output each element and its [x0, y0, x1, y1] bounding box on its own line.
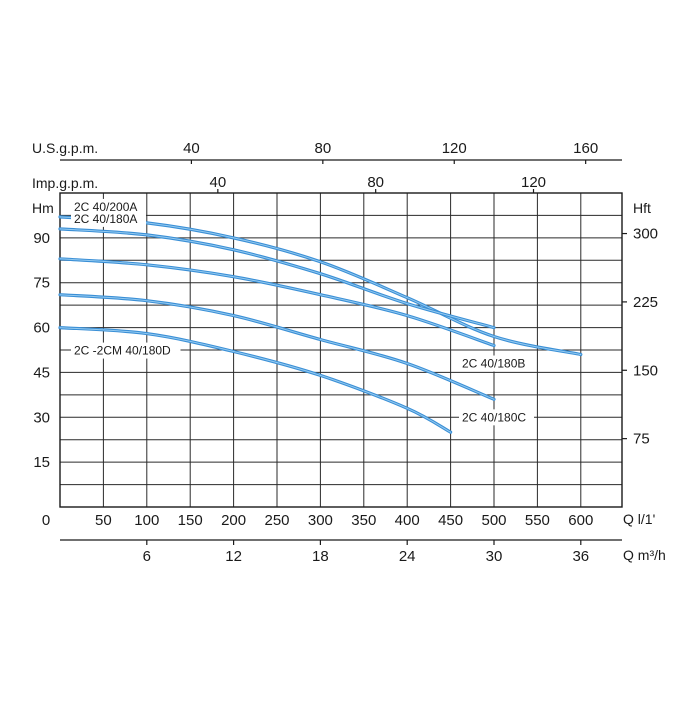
impgpm-axis-label: Imp.g.p.m. [32, 175, 98, 191]
series-line-highlight [59, 327, 452, 433]
m3h-tick-label: 6 [143, 548, 151, 565]
m3h-tick-label: 24 [399, 548, 416, 565]
series-label-bg [71, 210, 146, 227]
y-right-tick-label: 75 [633, 431, 650, 448]
m3h-tick-label: 36 [572, 548, 589, 565]
series-line-highlight [59, 228, 495, 329]
usgpm-axis-label: U.S.g.p.m. [32, 140, 98, 156]
impgpm-tick-label: 40 [209, 174, 226, 191]
x-lmin-tick-label: 50 [95, 512, 112, 529]
impgpm-tick-label: 80 [367, 174, 384, 191]
series-label: 2C 40/200A [74, 200, 137, 214]
m3h-tick-label: 30 [486, 548, 503, 565]
x-lmin-tick-label: 400 [395, 512, 420, 529]
series-line-highlight [59, 294, 495, 400]
x-lmin-tick-label: 550 [525, 512, 550, 529]
plot-frame [59, 192, 623, 508]
y-left-tick-label: 75 [33, 275, 50, 292]
plot-border [59, 192, 623, 508]
x-lmin-tick-label: 100 [134, 512, 159, 529]
y-right-tick-label: 150 [633, 362, 658, 379]
x-lmin-tick-label: 450 [438, 512, 463, 529]
y-left-axis-label: Hm [32, 200, 54, 216]
series-label: 2C 40/180A [74, 212, 137, 226]
series-label-bg [459, 355, 534, 372]
usgpm-tick-label: 160 [573, 140, 598, 157]
x-lmin-tick-label: 500 [481, 512, 506, 529]
y-left-tick-label: 45 [33, 364, 50, 381]
series-label: 2C 40/180B [462, 357, 525, 371]
x-lmin-tick-label: 0 [42, 512, 50, 529]
series-label: 2C -2CM 40/180D [74, 344, 171, 358]
y-right-tick-label: 225 [633, 294, 658, 311]
series-line-highlight [59, 258, 495, 346]
series-label: 2C 40/180C [462, 410, 526, 424]
x-lmin-tick-label: 300 [308, 512, 333, 529]
m3h-tick-label: 12 [225, 548, 242, 565]
series-label-bg [71, 342, 181, 359]
x-lmin-tick-label: 600 [568, 512, 593, 529]
x-m3h-axis-label: Q m³/h [623, 547, 666, 563]
y-left-tick-label: 60 [33, 320, 50, 337]
x-lmin-tick-label: 200 [221, 512, 246, 529]
series-label-bg [459, 409, 534, 426]
x-lmin-tick-label: 150 [178, 512, 203, 529]
usgpm-tick-label: 40 [183, 140, 200, 157]
y-left-tick-label: 30 [33, 409, 50, 426]
grid [60, 193, 622, 507]
y-right-axis-label: Hft [633, 200, 651, 216]
y-left-tick-label: 15 [33, 454, 50, 471]
series-group [58, 215, 583, 434]
m3h-tick-label: 18 [312, 548, 329, 565]
y-right-tick-label: 300 [633, 226, 658, 243]
usgpm-tick-label: 80 [314, 140, 331, 157]
y-left-tick-label: 90 [33, 230, 50, 247]
impgpm-tick-label: 120 [521, 174, 546, 191]
x-lmin-tick-label: 250 [264, 512, 289, 529]
x-lmin-tick-label: 350 [351, 512, 376, 529]
series-line-highlight [59, 216, 582, 355]
usgpm-tick-label: 120 [442, 140, 467, 157]
x-lmin-axis-label: Q l/1' [623, 511, 655, 527]
